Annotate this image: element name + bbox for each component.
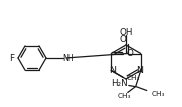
Text: N: N [136, 66, 143, 75]
Text: O: O [119, 35, 126, 44]
Text: NH: NH [62, 54, 74, 62]
Text: OH: OH [119, 27, 133, 36]
Text: CH₃: CH₃ [152, 91, 165, 97]
Text: H₂N: H₂N [111, 79, 128, 88]
Text: CH₃: CH₃ [126, 76, 140, 82]
Text: CH₃: CH₃ [118, 94, 131, 100]
Text: O: O [126, 49, 133, 58]
Text: N: N [109, 66, 116, 75]
Text: F: F [9, 54, 14, 62]
